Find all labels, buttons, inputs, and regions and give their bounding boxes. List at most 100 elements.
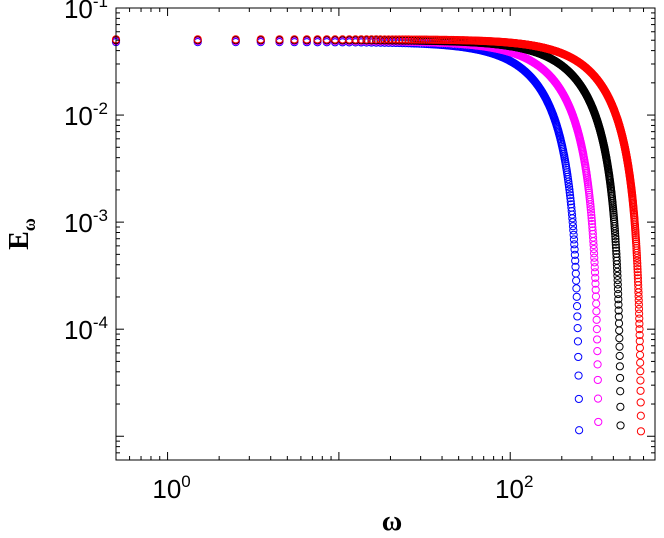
data-point bbox=[592, 307, 601, 316]
axis-ticks bbox=[115, 7, 656, 461]
data-point bbox=[632, 248, 641, 258]
data-point bbox=[302, 35, 311, 44]
data-point bbox=[614, 300, 623, 309]
tick-exponent: -4 bbox=[93, 313, 108, 332]
data-point bbox=[613, 271, 622, 280]
data-point bbox=[591, 285, 600, 294]
data-point bbox=[570, 240, 579, 249]
data-point bbox=[407, 35, 416, 44]
tick-exponent: 2 bbox=[524, 472, 533, 491]
data-point bbox=[290, 35, 299, 44]
y-axis-label: Eω bbox=[4, 218, 39, 250]
data-point bbox=[362, 35, 371, 44]
tick-label: 102 bbox=[495, 472, 533, 504]
tick-base: 10 bbox=[495, 474, 524, 504]
tick-label: 10-4 bbox=[64, 313, 108, 345]
data-point bbox=[616, 421, 625, 430]
data-point bbox=[592, 299, 601, 308]
data-point bbox=[633, 262, 642, 271]
tick-base: 10 bbox=[64, 315, 93, 345]
data-point bbox=[367, 35, 376, 44]
data-point bbox=[610, 224, 619, 233]
data-point bbox=[571, 262, 580, 271]
data-point bbox=[587, 210, 596, 220]
data-point bbox=[593, 375, 602, 385]
data-point bbox=[357, 35, 366, 44]
data-point bbox=[635, 319, 644, 328]
data-point bbox=[410, 35, 419, 44]
data-point bbox=[351, 35, 360, 44]
data-point bbox=[593, 347, 602, 356]
data-point bbox=[634, 288, 643, 297]
data-point bbox=[391, 35, 400, 44]
data-point bbox=[564, 182, 574, 191]
data-point bbox=[613, 280, 622, 289]
plot-frame bbox=[115, 7, 656, 461]
data-point bbox=[372, 35, 381, 44]
data-point bbox=[615, 373, 625, 383]
data-point bbox=[632, 253, 642, 263]
data-point bbox=[610, 226, 620, 236]
data-point bbox=[590, 263, 599, 272]
tick-base: 10 bbox=[152, 474, 181, 504]
data-point bbox=[591, 273, 600, 282]
data-point bbox=[570, 250, 579, 259]
y-axis-label-main: E bbox=[4, 231, 35, 250]
data-point bbox=[591, 279, 600, 288]
data-markers bbox=[111, 35, 646, 436]
data-point bbox=[571, 256, 580, 265]
data-point bbox=[616, 387, 625, 396]
data-point bbox=[568, 214, 577, 223]
data-point bbox=[569, 226, 578, 235]
data-point bbox=[568, 222, 578, 231]
data-point bbox=[593, 360, 602, 369]
data-point bbox=[575, 426, 584, 435]
tick-exponent: 0 bbox=[181, 472, 190, 491]
data-point bbox=[398, 35, 407, 44]
data-point bbox=[566, 197, 575, 206]
data-point bbox=[590, 253, 599, 262]
data-point bbox=[275, 35, 284, 44]
data-point bbox=[574, 394, 583, 404]
series-2 bbox=[111, 36, 625, 430]
data-point bbox=[613, 275, 622, 285]
data-point bbox=[395, 35, 404, 44]
plot-background bbox=[116, 8, 655, 460]
data-point bbox=[593, 394, 603, 403]
data-point bbox=[611, 234, 620, 244]
data-point bbox=[635, 337, 644, 346]
data-point bbox=[193, 35, 202, 44]
data-point bbox=[633, 259, 642, 268]
tick-label: 10-1 bbox=[64, 0, 108, 24]
data-point bbox=[586, 205, 595, 214]
data-point bbox=[587, 219, 597, 229]
tick-base: 10 bbox=[64, 208, 93, 238]
data-point bbox=[633, 265, 642, 274]
data-point bbox=[572, 302, 582, 311]
data-point bbox=[426, 35, 436, 44]
data-point bbox=[564, 180, 573, 189]
data-point bbox=[615, 334, 624, 343]
series-3 bbox=[111, 35, 646, 436]
data-point bbox=[569, 230, 578, 239]
data-point bbox=[572, 292, 581, 301]
data-point bbox=[401, 35, 410, 44]
data-point bbox=[590, 268, 600, 277]
data-point bbox=[615, 351, 624, 361]
data-point bbox=[592, 315, 601, 324]
data-point bbox=[572, 284, 581, 293]
data-point bbox=[573, 337, 583, 346]
data-point bbox=[593, 335, 602, 344]
data-point bbox=[345, 35, 354, 44]
data-point bbox=[574, 371, 583, 380]
data-point bbox=[632, 251, 641, 260]
data-point bbox=[635, 325, 644, 334]
data-point bbox=[424, 35, 433, 44]
data-point bbox=[616, 402, 625, 411]
data-point bbox=[376, 35, 385, 44]
data-point bbox=[322, 35, 331, 44]
data-point bbox=[573, 323, 582, 333]
tick-exponent: -2 bbox=[93, 99, 108, 118]
data-point bbox=[431, 35, 440, 44]
